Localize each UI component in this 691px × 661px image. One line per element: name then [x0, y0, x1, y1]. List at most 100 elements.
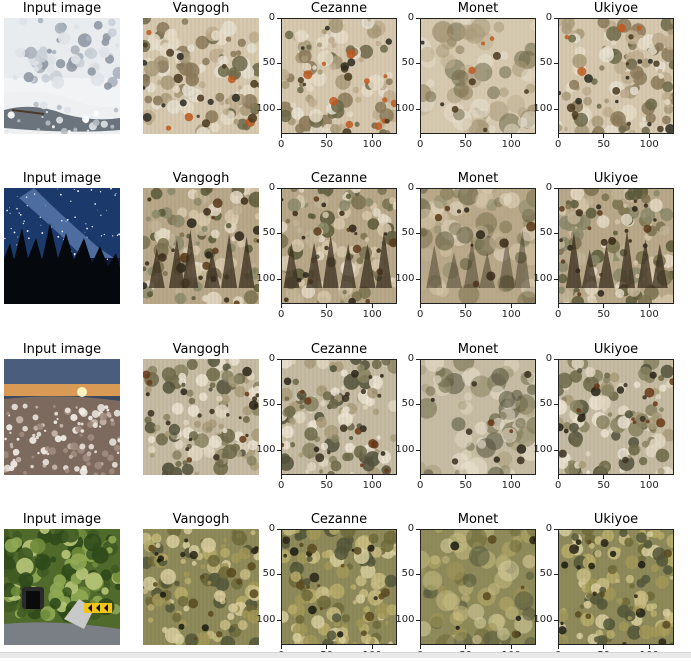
x-tick [558, 304, 559, 308]
x-tick [420, 134, 421, 138]
x-tick [465, 304, 467, 308]
y-tick-label: 0 [268, 353, 276, 364]
y-tick [554, 278, 558, 280]
y-tick-label: 100 [533, 102, 553, 114]
panel-title: Ukiyoe [593, 342, 639, 357]
styled-output-image [281, 529, 397, 645]
panel-title: Vangogh [172, 342, 230, 357]
y-tick-label: 100 [256, 102, 276, 114]
y-tick [554, 63, 558, 65]
y-tick-label: 0 [407, 523, 415, 534]
x-tick-label: 50 [459, 480, 473, 491]
styled-output-image [558, 18, 674, 134]
x-tick-label: 100 [362, 480, 382, 491]
x-tick [281, 134, 282, 138]
x-tick-label: 50 [320, 480, 334, 491]
x-tick [603, 134, 605, 138]
y-tick [277, 529, 281, 530]
y-tick-label: 100 [395, 102, 415, 114]
styled-output-image [420, 529, 536, 645]
y-tick [277, 574, 281, 576]
y-tick-label: 0 [545, 353, 553, 364]
y-tick-label: 50 [539, 227, 553, 239]
y-tick [277, 619, 281, 621]
x-tick [371, 645, 373, 649]
y-tick [554, 188, 558, 189]
y-tick [277, 108, 281, 110]
y-tick [416, 574, 420, 576]
x-tick-label: 100 [639, 139, 659, 150]
x-tick [371, 475, 373, 479]
styled-output-image [143, 188, 259, 304]
y-tick [416, 108, 420, 110]
y-tick [277, 233, 281, 235]
x-tick-label: 0 [555, 480, 562, 491]
y-tick [277, 18, 281, 19]
x-tick [510, 645, 512, 649]
panel-title: Cezanne [310, 512, 368, 527]
y-tick [416, 188, 420, 189]
styled-output-image [420, 188, 536, 304]
y-tick-label: 0 [545, 182, 553, 193]
x-tick [603, 475, 605, 479]
y-tick-label: 0 [407, 353, 415, 364]
x-tick-label: 100 [639, 309, 659, 320]
x-tick [465, 645, 467, 649]
y-tick-label: 50 [539, 398, 553, 410]
y-tick [554, 233, 558, 235]
y-tick [416, 18, 420, 19]
y-tick [416, 529, 420, 530]
x-tick [648, 134, 650, 138]
x-tick [281, 475, 282, 479]
y-tick-label: 50 [401, 568, 415, 580]
x-tick-label: 0 [278, 480, 285, 491]
y-tick [277, 404, 281, 406]
y-tick-label: 100 [533, 443, 553, 455]
y-tick [554, 18, 558, 19]
panel-title: Input image [22, 171, 102, 186]
x-tick [648, 645, 650, 649]
x-tick [326, 304, 328, 308]
y-tick-label: 0 [407, 12, 415, 23]
y-tick [277, 63, 281, 65]
y-tick-label: 0 [268, 12, 276, 23]
x-tick [558, 134, 559, 138]
x-tick [420, 475, 421, 479]
y-tick-label: 50 [401, 227, 415, 239]
y-tick [554, 574, 558, 576]
input-image [4, 529, 120, 645]
y-tick-label: 100 [395, 613, 415, 625]
y-tick-label: 50 [539, 568, 553, 580]
styled-output-image [558, 188, 674, 304]
x-tick [603, 304, 605, 308]
y-tick-label: 50 [262, 57, 276, 69]
y-tick-label: 100 [395, 272, 415, 284]
x-tick [465, 134, 467, 138]
x-tick-label: 50 [320, 309, 334, 320]
x-tick [558, 475, 559, 479]
y-tick-label: 50 [262, 398, 276, 410]
x-tick [326, 134, 328, 138]
x-tick-label: 100 [501, 309, 521, 320]
x-tick-label: 0 [278, 139, 285, 150]
panel-title: Ukiyoe [593, 171, 639, 186]
x-tick-label: 0 [555, 139, 562, 150]
x-tick [648, 304, 650, 308]
x-tick-label: 0 [278, 309, 285, 320]
y-tick [416, 619, 420, 621]
x-tick [558, 645, 559, 649]
y-tick [554, 529, 558, 530]
y-tick-label: 50 [262, 568, 276, 580]
x-tick [420, 645, 421, 649]
x-tick [510, 304, 512, 308]
y-tick [416, 233, 420, 235]
x-tick [371, 304, 373, 308]
y-tick-label: 100 [533, 613, 553, 625]
y-tick-label: 100 [256, 443, 276, 455]
y-tick [416, 278, 420, 280]
y-tick-label: 0 [268, 523, 276, 534]
styled-output-image [420, 18, 536, 134]
x-tick-label: 100 [501, 139, 521, 150]
y-tick-label: 100 [533, 272, 553, 284]
y-tick-label: 100 [256, 272, 276, 284]
